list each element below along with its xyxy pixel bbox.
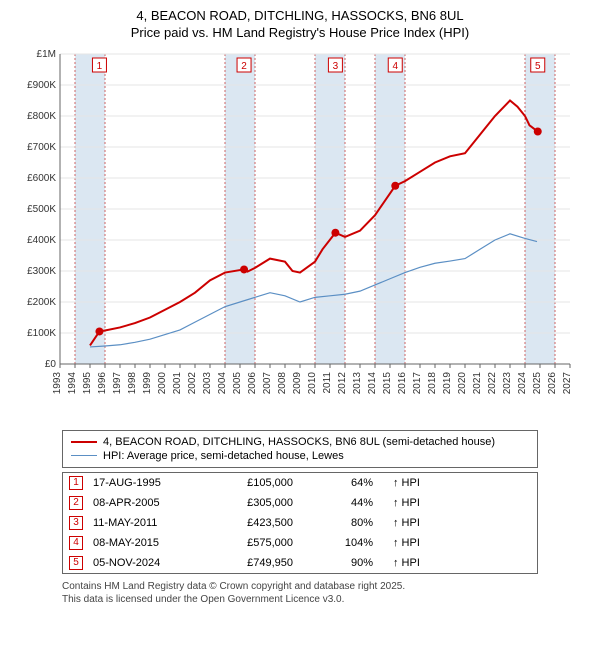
sale-date: 11-MAY-2011 <box>93 517 193 529</box>
chart-area: £0 £100K £200K £300K £400K £500K £600K £700K £80… <box>20 44 580 424</box>
sales-table: 1 17-AUG-1995 £105,000 64% ↑ HPI 2 08-APR-2005… <box>62 472 538 574</box>
svg-text:2021: 2021 <box>472 371 483 394</box>
footer-line2: This data is licensed under the Open Gov… <box>62 593 538 606</box>
legend-property-label: 4, BEACON ROAD, DITCHLING, HASSOCKS, BN6… <box>103 436 495 448</box>
legend-hpi: HPI: Average price, semi-detached house,… <box>71 449 529 463</box>
svg-text:2014: 2014 <box>367 371 378 394</box>
svg-text:2003: 2003 <box>202 371 213 394</box>
svg-text:£400K: £400K <box>27 235 56 246</box>
chart-title: 4, BEACON ROAD, DITCHLING, HASSOCKS, BN6… <box>0 0 600 44</box>
chart-svg: £0 £100K £200K £300K £400K £500K £600K £700K £80… <box>20 44 580 424</box>
sales-row: 5 05-NOV-2024 £749,950 90% ↑ HPI <box>63 553 537 573</box>
svg-text:1: 1 <box>97 61 103 72</box>
sale-pct: 64% <box>303 477 373 489</box>
sale-arrow: ↑ HPI <box>383 497 420 509</box>
svg-text:£1M: £1M <box>37 49 56 60</box>
sale-date: 05-NOV-2024 <box>93 557 193 569</box>
svg-text:£800K: £800K <box>27 111 56 122</box>
svg-text:£700K: £700K <box>27 142 56 153</box>
sale-pct: 80% <box>303 517 373 529</box>
svg-text:2023: 2023 <box>502 371 513 394</box>
svg-text:1998: 1998 <box>127 371 138 394</box>
svg-text:4: 4 <box>392 61 398 72</box>
svg-text:2012: 2012 <box>337 371 348 394</box>
svg-text:1994: 1994 <box>67 371 78 394</box>
svg-text:1995: 1995 <box>82 371 93 394</box>
svg-text:2018: 2018 <box>427 371 438 394</box>
svg-text:£0: £0 <box>45 359 57 370</box>
title-line2: Price paid vs. HM Land Registry's House … <box>10 25 590 42</box>
svg-text:2015: 2015 <box>382 371 393 394</box>
svg-text:2024: 2024 <box>517 371 528 394</box>
svg-text:£600K: £600K <box>27 173 56 184</box>
footer: Contains HM Land Registry data © Crown c… <box>62 580 538 606</box>
sales-row: 1 17-AUG-1995 £105,000 64% ↑ HPI <box>63 473 537 493</box>
sale-price: £575,000 <box>203 537 293 549</box>
legend: 4, BEACON ROAD, DITCHLING, HASSOCKS, BN6… <box>62 430 538 468</box>
svg-text:2020: 2020 <box>457 371 468 394</box>
legend-hpi-label: HPI: Average price, semi-detached house,… <box>103 450 344 462</box>
svg-text:£500K: £500K <box>27 204 56 215</box>
svg-text:2000: 2000 <box>157 371 168 394</box>
sale-marker-icon: 2 <box>69 496 83 510</box>
sale-arrow: ↑ HPI <box>383 517 420 529</box>
svg-text:2: 2 <box>241 61 247 72</box>
sale-date: 08-APR-2005 <box>93 497 193 509</box>
sale-price: £305,000 <box>203 497 293 509</box>
svg-text:3: 3 <box>333 61 339 72</box>
sale-marker-icon: 1 <box>69 476 83 490</box>
svg-text:2027: 2027 <box>562 371 573 394</box>
sale-marker-icon: 5 <box>69 556 83 570</box>
svg-text:£300K: £300K <box>27 266 56 277</box>
svg-text:2002: 2002 <box>187 371 198 394</box>
svg-text:£900K: £900K <box>27 80 56 91</box>
svg-text:2007: 2007 <box>262 371 273 394</box>
svg-text:2019: 2019 <box>442 371 453 394</box>
svg-text:2011: 2011 <box>322 371 333 393</box>
svg-text:2025: 2025 <box>532 371 543 394</box>
svg-text:£200K: £200K <box>27 297 56 308</box>
sale-arrow: ↑ HPI <box>383 477 420 489</box>
footer-line1: Contains HM Land Registry data © Crown c… <box>62 580 538 593</box>
svg-text:£100K: £100K <box>27 328 56 339</box>
svg-text:1996: 1996 <box>97 371 108 394</box>
svg-text:2004: 2004 <box>217 371 228 394</box>
sale-price: £423,500 <box>203 517 293 529</box>
svg-text:2017: 2017 <box>412 371 423 394</box>
sale-date: 17-AUG-1995 <box>93 477 193 489</box>
svg-text:2008: 2008 <box>277 371 288 394</box>
svg-text:2016: 2016 <box>397 371 408 394</box>
sale-marker-icon: 4 <box>69 536 83 550</box>
legend-swatch-property <box>71 441 97 443</box>
svg-text:2009: 2009 <box>292 371 303 394</box>
svg-text:2013: 2013 <box>352 371 363 394</box>
svg-text:5: 5 <box>535 61 541 72</box>
sale-pct: 90% <box>303 557 373 569</box>
svg-text:1993: 1993 <box>52 371 63 394</box>
sales-row: 3 11-MAY-2011 £423,500 80% ↑ HPI <box>63 513 537 533</box>
sale-arrow: ↑ HPI <box>383 537 420 549</box>
sale-pct: 44% <box>303 497 373 509</box>
svg-text:2010: 2010 <box>307 371 318 394</box>
svg-text:2022: 2022 <box>487 371 498 394</box>
sale-date: 08-MAY-2015 <box>93 537 193 549</box>
sale-price: £749,950 <box>203 557 293 569</box>
sale-pct: 104% <box>303 537 373 549</box>
sale-arrow: ↑ HPI <box>383 557 420 569</box>
svg-text:1997: 1997 <box>112 371 123 394</box>
svg-text:2001: 2001 <box>172 371 183 394</box>
sale-price: £105,000 <box>203 477 293 489</box>
svg-text:1999: 1999 <box>142 371 153 394</box>
legend-swatch-hpi <box>71 455 97 456</box>
svg-text:2005: 2005 <box>232 371 243 394</box>
sales-row: 4 08-MAY-2015 £575,000 104% ↑ HPI <box>63 533 537 553</box>
sale-marker-icon: 3 <box>69 516 83 530</box>
title-line1: 4, BEACON ROAD, DITCHLING, HASSOCKS, BN6… <box>10 8 590 25</box>
sales-row: 2 08-APR-2005 £305,000 44% ↑ HPI <box>63 493 537 513</box>
legend-property: 4, BEACON ROAD, DITCHLING, HASSOCKS, BN6… <box>71 435 529 449</box>
svg-text:2026: 2026 <box>547 371 558 394</box>
svg-text:2006: 2006 <box>247 371 258 394</box>
